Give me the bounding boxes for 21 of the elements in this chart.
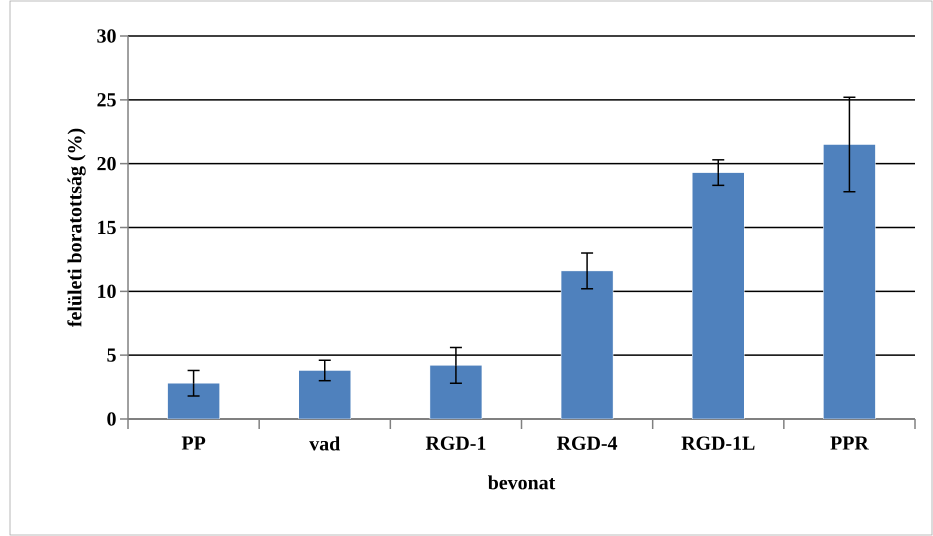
x-tick-label: RGD-1L — [682, 436, 754, 450]
x-tick-label: PP — [182, 436, 206, 450]
x-tick-label: RGD-4 — [556, 436, 618, 450]
y-tick-label: 30 — [97, 29, 116, 43]
y-tick-label: 5 — [107, 348, 116, 362]
x-tick-label: vad — [309, 436, 340, 451]
bar — [430, 365, 482, 419]
y-tick-label: 15 — [98, 220, 116, 234]
y-tick-label: 25 — [97, 93, 116, 107]
bar — [298, 370, 352, 419]
bar — [560, 270, 614, 419]
bar — [167, 382, 220, 419]
y-tick-label: 10 — [98, 284, 116, 298]
bar — [823, 144, 876, 419]
x-tick-label: PPR — [830, 436, 869, 450]
x-tick-label: RGD-1 — [426, 436, 486, 450]
y-tick-label: 0 — [107, 412, 116, 426]
y-axis-title: felületi boratottság (%) — [67, 128, 86, 327]
y-tick-label: 20 — [97, 156, 116, 170]
x-axis-title: bevonat — [488, 475, 556, 490]
bar — [692, 172, 745, 419]
